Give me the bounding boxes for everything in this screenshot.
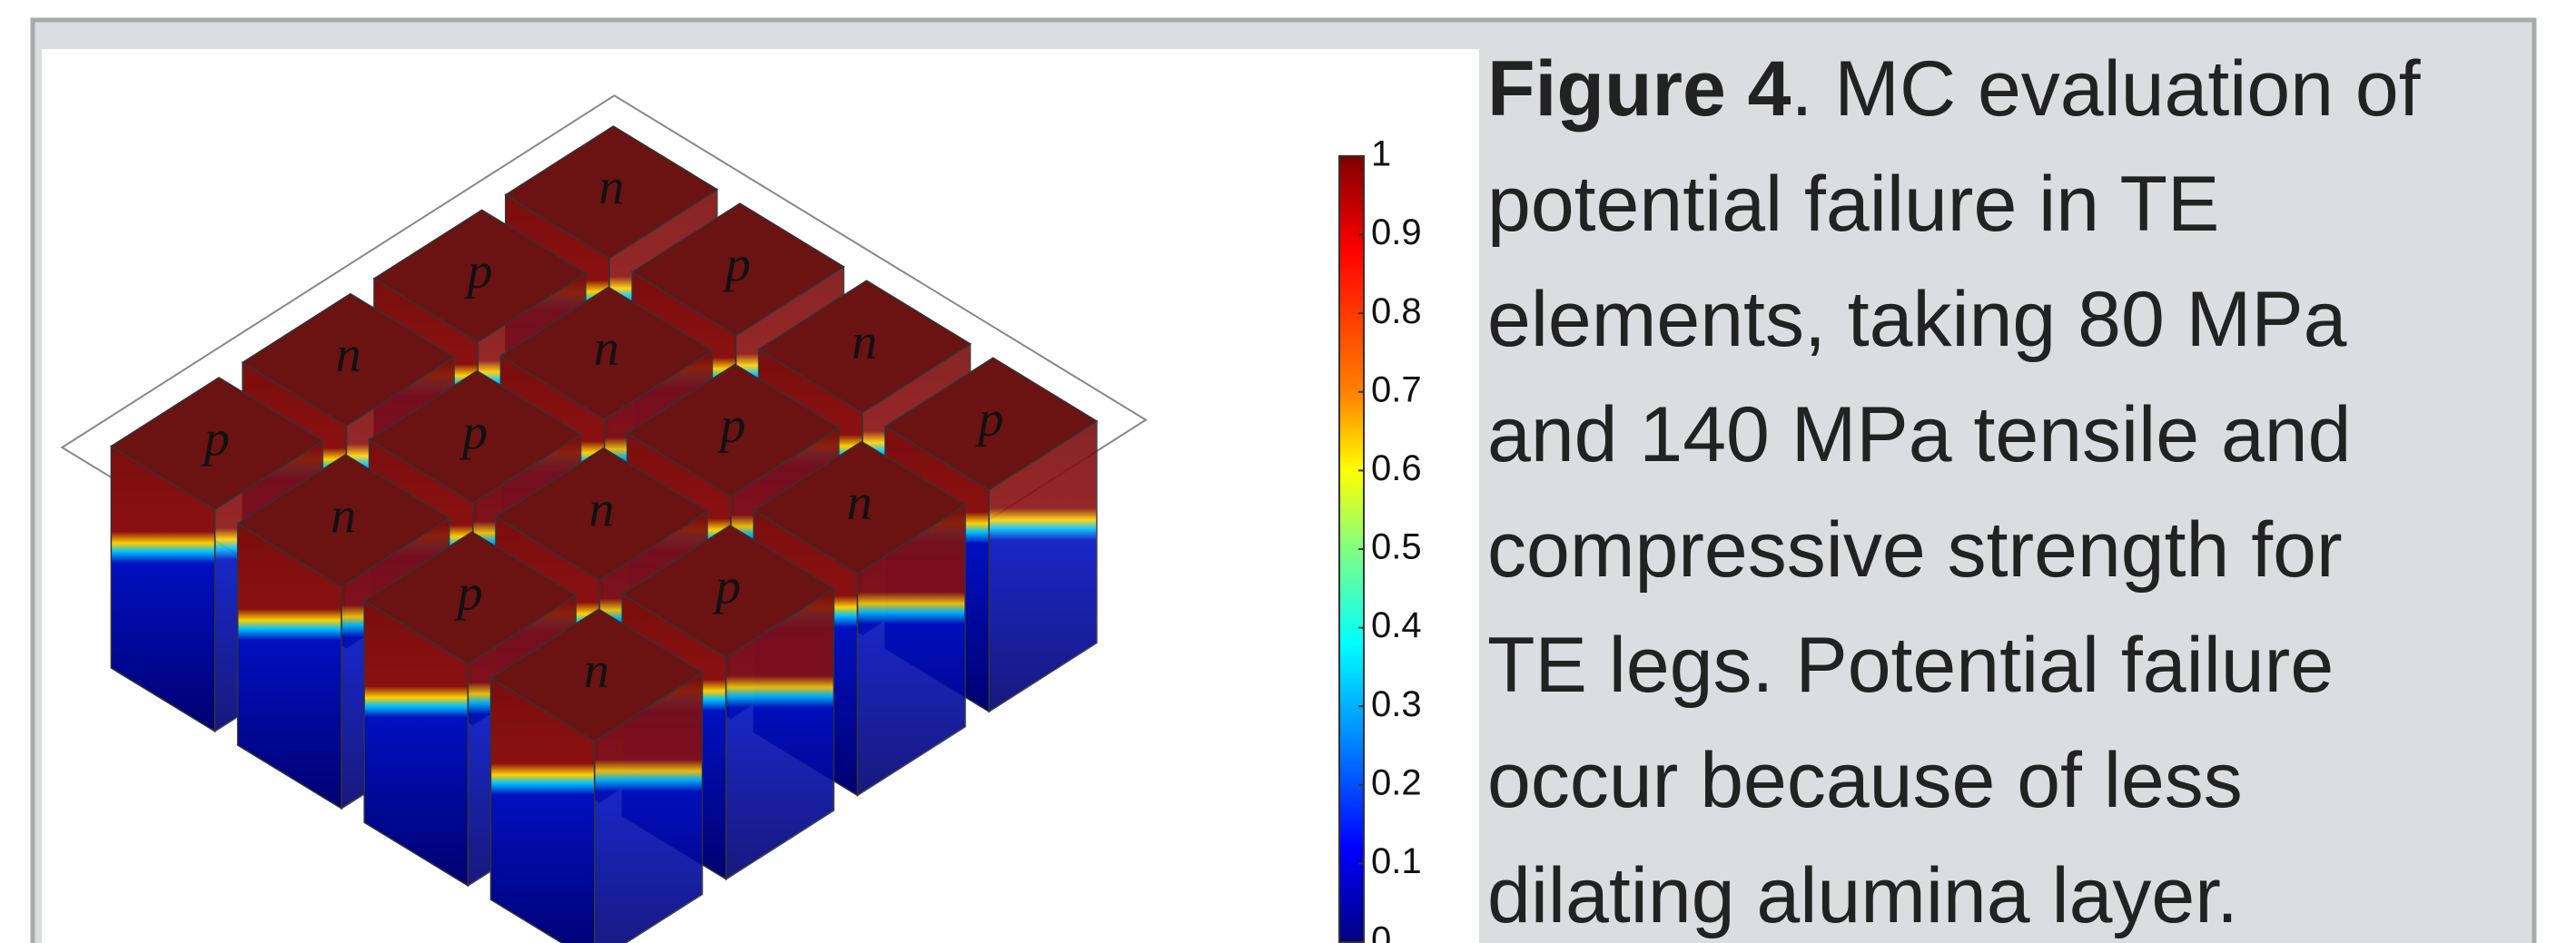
caption-line: dilating alumina layer.: [1487, 852, 2238, 939]
leg-label: p: [459, 404, 488, 460]
leg-label: n: [331, 488, 356, 545]
leg-label: p: [716, 398, 745, 454]
colorbar-tick-label: 0.1: [1371, 841, 1422, 881]
colorbar-tick-label: 0.6: [1371, 448, 1422, 488]
caption-line: occur because of less: [1487, 737, 2243, 824]
colorbar-tick-label: 1: [1371, 134, 1391, 174]
leg-label: n: [594, 320, 619, 377]
colorbar-tick-label: 0: [1371, 920, 1391, 943]
caption-line: TE legs. Potential failure: [1487, 622, 2334, 709]
colorbar-tick-label: 0.7: [1371, 369, 1422, 409]
colorbar-tick-label: 0.9: [1371, 212, 1422, 252]
leg-label: n: [336, 327, 361, 383]
colorbar-tick-label: 0.2: [1371, 762, 1422, 802]
leg-label: p: [722, 237, 751, 293]
leg-label: p: [201, 411, 230, 467]
leg-label: p: [974, 391, 1003, 447]
caption-label: Figure 4: [1487, 45, 1791, 133]
leg-label: n: [588, 481, 614, 537]
colorbar-tick-label: 0.8: [1371, 291, 1422, 331]
caption-line: elements, taking 80 MPa: [1487, 276, 2347, 363]
colorbar-tick-label: 0.4: [1371, 605, 1422, 645]
caption-line: potential failure in TE: [1487, 161, 2219, 248]
leg-label: p: [712, 558, 741, 614]
leg-label: p: [454, 565, 483, 622]
leg-label: n: [584, 643, 609, 699]
colorbar-tick-label: 0.5: [1371, 527, 1422, 567]
caption-line: and 140 MPa tensile and: [1487, 391, 2351, 478]
leg-label: n: [847, 475, 873, 531]
colorbar-tick-label: 0.3: [1371, 684, 1422, 724]
page: n p p n n n p p p p n n n p p n 1 0.9 0.8 0.7 0.6 0.5 0.4 0.3 0…: [0, 0, 2576, 943]
leg-label: n: [598, 160, 624, 216]
leg-label: n: [852, 314, 877, 370]
caption-line: compressive strength for: [1487, 506, 2343, 594]
caption-line: . MC evaluation of: [1791, 45, 2422, 133]
leg-label: p: [464, 243, 493, 300]
